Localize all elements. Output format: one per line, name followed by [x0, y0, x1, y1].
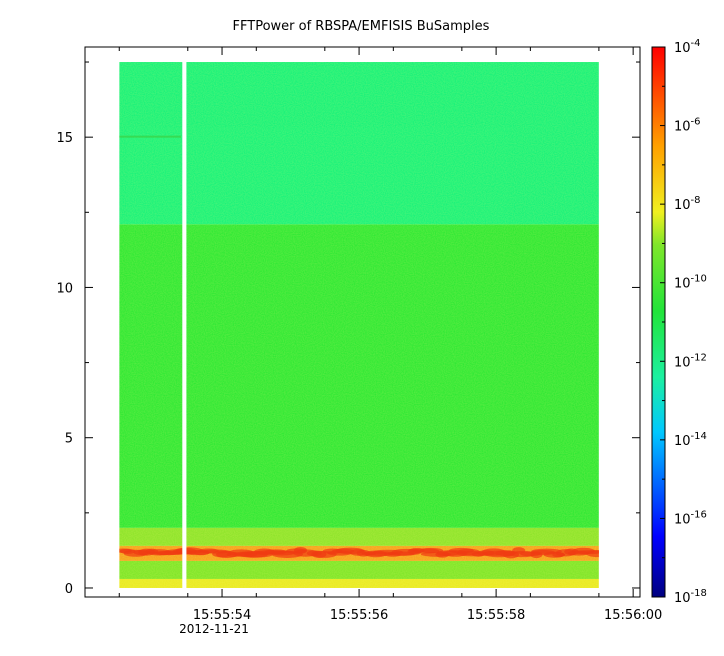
plot-frame [84, 46, 641, 598]
colorbar-tick-label: 10-4 [674, 38, 701, 56]
data-gap [182, 62, 187, 588]
chart-title: FFTPower of RBSPA/EMFISIS BuSamples [233, 19, 490, 34]
y-tick-label: 5 [65, 432, 73, 447]
plot-area [84, 46, 641, 598]
colorbar-tick-label: 10-6 [674, 117, 701, 135]
x-tick-label: 15:56:00 [604, 608, 662, 623]
y-tick-label: 10 [56, 281, 73, 296]
colorbar-tick-label: 10-10 [674, 274, 707, 292]
y-tick-label: 0 [65, 582, 73, 597]
x-tick-label: 15:55:58 [467, 608, 525, 623]
spectrogram-image [119, 62, 599, 588]
x-tick-label: 15:55:54 [193, 608, 251, 623]
y-axis: 0 5 10 15 [56, 61, 640, 597]
intense-emission-spot [419, 547, 444, 553]
colorbar-tick-label: 10-16 [674, 509, 707, 527]
x-tick-date-label: 2012-11-21 [179, 622, 249, 636]
x-tick-label: 15:55:56 [330, 608, 388, 623]
narrowband-line [119, 135, 181, 138]
spectrogram-texture [119, 62, 599, 588]
colorbar-tick-label: 10-14 [674, 431, 707, 449]
y-tick-label: 15 [56, 131, 73, 146]
colorbar-tick-label: 10-8 [674, 195, 701, 213]
colorbar: 10-4 10-6 10-8 10-10 10-12 10-14 10-16 10-18 [651, 38, 707, 606]
intense-emission-spot [585, 549, 599, 558]
colorbar-tick-label: 10-12 [674, 352, 707, 370]
colorbar-tick-label: 10-18 [674, 588, 707, 606]
